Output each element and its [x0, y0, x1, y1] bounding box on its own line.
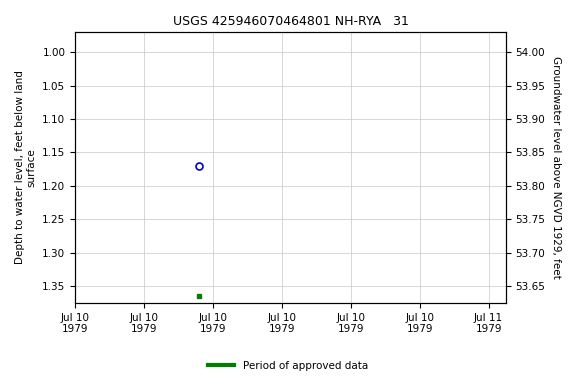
Y-axis label: Depth to water level, feet below land
surface: Depth to water level, feet below land su…	[15, 71, 37, 265]
Legend: Period of approved data: Period of approved data	[204, 357, 372, 375]
Y-axis label: Groundwater level above NGVD 1929, feet: Groundwater level above NGVD 1929, feet	[551, 56, 561, 279]
Title: USGS 425946070464801 NH-RYA   31: USGS 425946070464801 NH-RYA 31	[173, 15, 408, 28]
